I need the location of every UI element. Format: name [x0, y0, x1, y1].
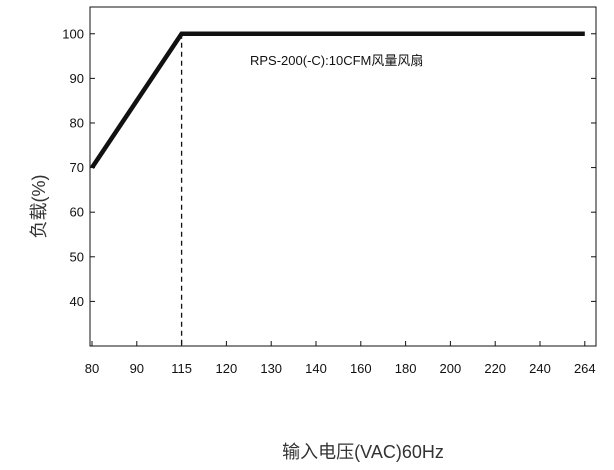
x-tick-label: 115 — [171, 361, 192, 376]
y-tick-label: 50 — [70, 249, 84, 264]
x-tick-label: 180 — [395, 361, 417, 376]
x-tick-label: 90 — [130, 361, 144, 376]
plot-frame — [89, 6, 597, 347]
y-tick-label: 60 — [70, 205, 84, 220]
x-tick-label: 80 — [85, 361, 99, 376]
annotation-label: RPS-200(-C):10CFM风量风扇 — [250, 53, 423, 68]
x-tick-label: 220 — [484, 361, 506, 376]
x-tick-label: 130 — [260, 361, 282, 376]
x-tick-label: 264 — [574, 361, 596, 376]
y-axis: 40 50 60 70 80 90 100 — [62, 26, 596, 309]
y-tick-label: 70 — [70, 160, 84, 175]
x-axis: 80 90 115 120 130 140 160 180 200 220 240 264 — [85, 341, 596, 376]
y-tick-label: 80 — [70, 115, 84, 130]
x-tick-label: 120 — [216, 361, 238, 376]
x-tick-label: 240 — [529, 361, 551, 376]
x-tick-label: 160 — [350, 361, 372, 376]
x-tick-label: 140 — [305, 361, 327, 376]
y-tick-label: 90 — [70, 71, 84, 86]
x-axis-title: 输入电压(VAC)60Hz — [282, 442, 444, 462]
y-tick-label: 40 — [70, 294, 84, 309]
y-tick-label: 100 — [62, 26, 84, 41]
series-line — [90, 31, 585, 169]
x-tick-label: 200 — [440, 361, 462, 376]
y-axis-title: 负载(%) — [29, 175, 49, 239]
